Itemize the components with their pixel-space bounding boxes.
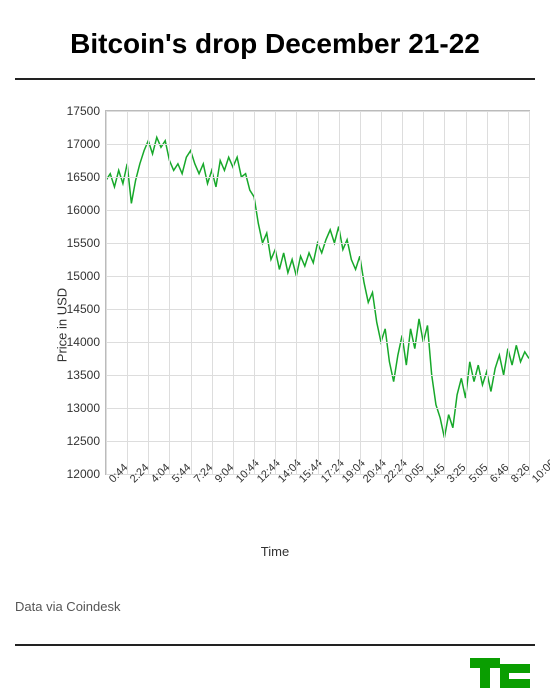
gridline-v [487,111,488,474]
gridline-v [254,111,255,474]
gridline-v [402,111,403,474]
plot-area: 1200012500130001350014000145001500015500… [105,110,530,475]
divider-top [15,78,535,80]
gridline-v [318,111,319,474]
ytick-label: 12500 [67,434,106,448]
y-axis-label: Price in USD [55,288,70,362]
gridline-v [423,111,424,474]
gridline-v [339,111,340,474]
gridline-v [508,111,509,474]
ytick-label: 13000 [67,401,106,415]
attribution-text: Data via Coindesk [15,599,535,614]
divider-bottom [15,644,535,646]
ytick-label: 15500 [67,236,106,250]
chart-title: Bitcoin's drop December 21-22 [15,28,535,60]
ytick-label: 16500 [67,170,106,184]
x-axis-label: Time [15,544,535,559]
gridline-v [233,111,234,474]
xtick-label: 10:06 [527,455,550,486]
ytick-label: 17000 [67,137,106,151]
gridline-v [444,111,445,474]
chart-wrap: Price in USD 120001250013000135001400014… [15,110,535,540]
gridline-v [148,111,149,474]
logo-wrap [15,658,535,693]
ytick-label: 14500 [67,302,106,316]
ytick-label: 14000 [67,335,106,349]
gridline-v [106,111,107,474]
gridline-v [212,111,213,474]
gridline-v [169,111,170,474]
gridline-v [466,111,467,474]
gridline-v [127,111,128,474]
gridline-v [381,111,382,474]
ytick-label: 15000 [67,269,106,283]
gridline-v [296,111,297,474]
ytick-label: 12000 [67,467,106,481]
gridline-v [275,111,276,474]
ytick-label: 16000 [67,203,106,217]
ytick-label: 17500 [67,104,106,118]
chart-container: Bitcoin's drop December 21-22 Price in U… [0,0,550,663]
gridline-v [529,111,530,474]
gridline-v [360,111,361,474]
gridline-v [191,111,192,474]
ytick-label: 13500 [67,368,106,382]
